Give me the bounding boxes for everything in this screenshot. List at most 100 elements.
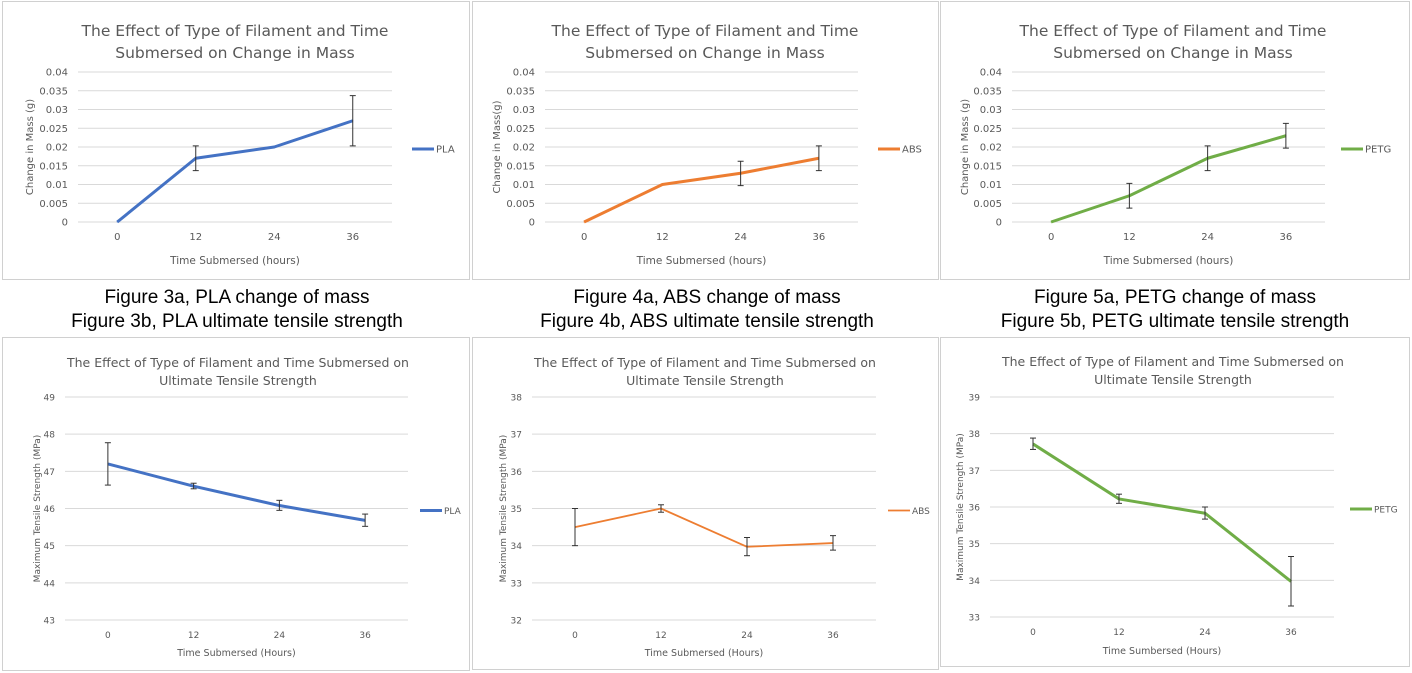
y-tick-label: 0.025 (973, 124, 1002, 135)
y-tick-label: 0.015 (506, 161, 535, 172)
y-tick-label: 0.005 (973, 199, 1002, 210)
y-axis-label: Change in Mass(g) (492, 100, 503, 193)
caption-4b: Figure 4b, ABS ultimate tensile strength (540, 311, 874, 332)
series-line-abs (583, 156, 820, 224)
data-point (116, 221, 118, 223)
y-tick-label: 35 (511, 505, 522, 515)
x-tick-label: 36 (1280, 232, 1293, 243)
chart-title-line: The Effect of Type of Filament and Time … (533, 355, 876, 370)
legend-label: PETG (1365, 145, 1391, 156)
y-tick-label: 46 (44, 505, 56, 515)
y-tick-label: 32 (511, 617, 522, 627)
caption-4a: Figure 4a, ABS change of mass (573, 287, 841, 308)
y-tick-label: 0.04 (980, 68, 1002, 79)
caption-3a: Figure 3a, PLA change of mass (104, 287, 370, 308)
y-tick-label: 39 (969, 394, 981, 404)
x-tick-label: 0 (1048, 232, 1054, 243)
y-axis-label: Change in Mass (g) (25, 99, 36, 195)
x-tick-label: 36 (359, 631, 371, 641)
chart-title-line: Submersed on Change in Mass (585, 44, 824, 62)
chart-title-line: Ultimate Tensile Strength (1094, 372, 1252, 387)
y-tick-label: 0.005 (506, 199, 535, 210)
x-tick-label: 12 (188, 631, 199, 641)
y-tick-label: 0.03 (980, 105, 1002, 116)
x-tick-label: 12 (655, 631, 666, 641)
x-tick-label: 0 (581, 232, 587, 243)
x-tick-label: 24 (1199, 628, 1211, 638)
y-tick-label: 0.03 (513, 105, 535, 116)
x-tick-label: 24 (741, 631, 753, 641)
y-tick-label: 37 (969, 467, 980, 477)
y-tick-label: 0.01 (980, 180, 1002, 191)
y-tick-label: 38 (969, 430, 981, 440)
y-tick-label: 0.01 (513, 180, 535, 191)
y-tick-label: 0.025 (39, 124, 68, 135)
x-tick-label: 24 (274, 631, 286, 641)
y-tick-label: 36 (969, 504, 981, 514)
x-tick-label: 24 (268, 232, 281, 243)
x-tick-label: 0 (114, 232, 120, 243)
y-axis-label: Maximum Tensile Strength (MPa) (499, 435, 509, 583)
y-tick-label: 0.035 (39, 86, 68, 97)
chart-title-line: Ultimate Tensile Strength (626, 373, 784, 388)
caption-figure-4: Figure 4a, ABS change of mass Figure 4b,… (472, 286, 942, 334)
y-tick-label: 0.04 (513, 68, 535, 79)
x-tick-label: 36 (827, 631, 839, 641)
y-axis-label: Maximum Tensile Strength (MPa) (33, 435, 43, 583)
y-tick-label: 0.02 (513, 143, 535, 154)
series-line-pla (116, 119, 354, 224)
y-tick-label: 34 (511, 542, 523, 552)
chart-panel-petg-uts (940, 337, 1410, 667)
y-tick-label: 0.02 (46, 143, 68, 154)
data-point (583, 221, 585, 223)
y-tick-label: 0.035 (973, 86, 1002, 97)
x-tick-label: 12 (656, 232, 669, 243)
caption-figure-3: Figure 3a, PLA change of mass Figure 3b,… (2, 286, 472, 334)
x-axis-label: Time Submersed (hours) (1103, 255, 1234, 267)
chart-title-line: Submersed on Change in Mass (115, 44, 354, 62)
y-tick-label: 48 (44, 431, 56, 441)
y-tick-label: 0 (996, 218, 1002, 229)
x-tick-label: 36 (1285, 628, 1297, 638)
y-tick-label: 0.015 (39, 161, 68, 172)
y-tick-label: 0 (62, 218, 68, 229)
x-axis-label: Time Sumbersed (Hours) (1102, 646, 1221, 657)
chart-panel-abs-mass (472, 1, 939, 280)
y-tick-label: 33 (511, 579, 522, 589)
series-line-petg (1032, 442, 1292, 583)
y-tick-label: 37 (511, 431, 522, 441)
y-tick-label: 0.035 (506, 86, 535, 97)
y-axis-label: Change in Mass (g) (960, 99, 971, 195)
x-tick-label: 0 (572, 631, 578, 641)
y-tick-label: 0.005 (39, 199, 68, 210)
chart-panel-pla-uts (2, 337, 470, 671)
caption-figure-5: Figure 5a, PETG change of mass Figure 5b… (940, 286, 1410, 334)
series-line-petg (1050, 134, 1287, 224)
y-tick-label: 0.025 (506, 124, 535, 135)
caption-3b: Figure 3b, PLA ultimate tensile strength (71, 311, 403, 332)
series-line-abs (574, 507, 834, 548)
x-tick-label: 36 (346, 232, 359, 243)
y-tick-label: 33 (969, 614, 980, 624)
y-tick-label: 34 (969, 577, 981, 587)
y-tick-label: 43 (44, 617, 55, 627)
y-tick-label: 47 (44, 468, 55, 478)
x-axis-label: Time Submersed (Hours) (176, 648, 295, 659)
chart-title-line: The Effect of Type of Filament and Time … (66, 355, 409, 370)
caption-5b: Figure 5b, PETG ultimate tensile strengt… (1000, 311, 1350, 332)
chart-title-line: Submersed on Change in Mass (1053, 44, 1292, 62)
y-tick-label: 35 (969, 540, 980, 550)
x-tick-label: 0 (1030, 628, 1036, 638)
chart-panel-petg-mass (940, 1, 1410, 280)
legend-label: ABS (902, 145, 922, 156)
data-point (661, 184, 663, 185)
legend-label: PLA (436, 145, 455, 156)
chart-title-line: The Effect of Type of Filament and Time (551, 22, 859, 40)
x-axis-label: Time Submersed (hours) (636, 255, 767, 267)
y-tick-label: 38 (511, 394, 523, 404)
x-tick-label: 24 (1201, 232, 1214, 243)
x-tick-label: 24 (734, 232, 747, 243)
y-tick-label: 0.03 (46, 105, 68, 116)
x-tick-label: 36 (813, 232, 826, 243)
